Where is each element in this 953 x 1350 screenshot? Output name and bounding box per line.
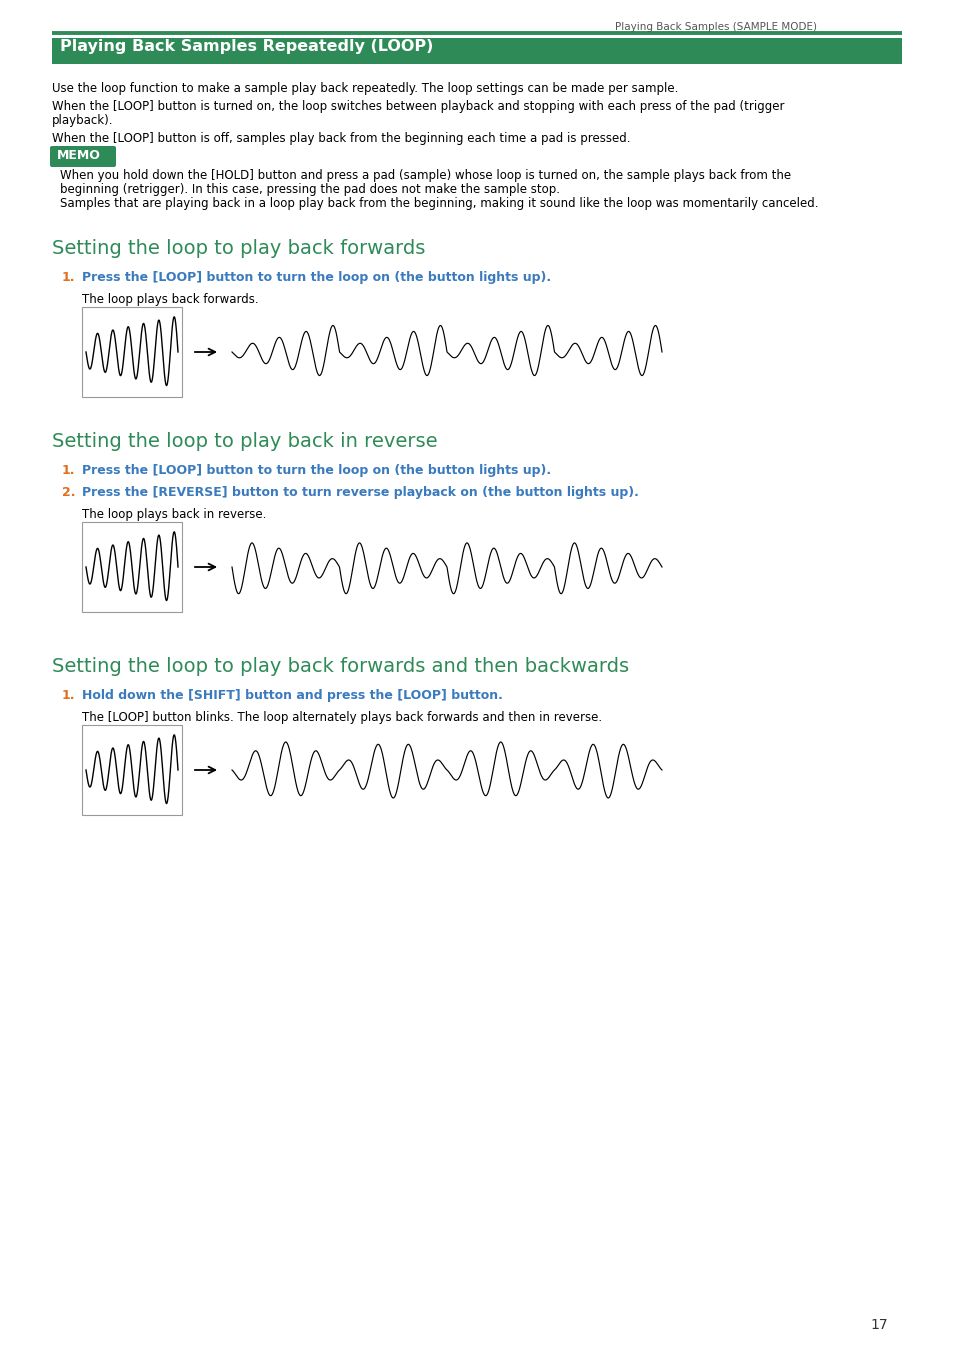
Text: When the [LOOP] button is turned on, the loop switches between playback and stop: When the [LOOP] button is turned on, the… <box>52 100 783 113</box>
Text: 1.: 1. <box>62 688 75 702</box>
Text: Setting the loop to play back forwards and then backwards: Setting the loop to play back forwards a… <box>52 657 628 676</box>
Text: 17: 17 <box>869 1318 886 1332</box>
Text: The loop plays back in reverse.: The loop plays back in reverse. <box>82 508 266 521</box>
Bar <box>82 306 182 397</box>
Text: Press the [LOOP] button to turn the loop on (the button lights up).: Press the [LOOP] button to turn the loop… <box>82 464 551 477</box>
Text: Playing Back Samples Repeatedly (LOOP): Playing Back Samples Repeatedly (LOOP) <box>60 39 433 54</box>
Text: When the [LOOP] button is off, samples play back from the beginning each time a : When the [LOOP] button is off, samples p… <box>52 132 630 144</box>
Text: 1.: 1. <box>62 271 75 284</box>
Text: The loop plays back forwards.: The loop plays back forwards. <box>82 293 258 306</box>
Text: playback).: playback). <box>52 113 113 127</box>
Text: Press the [REVERSE] button to turn reverse playback on (the button lights up).: Press the [REVERSE] button to turn rever… <box>82 486 639 500</box>
Text: When you hold down the [HOLD] button and press a pad (sample) whose loop is turn: When you hold down the [HOLD] button and… <box>60 169 790 182</box>
Text: MEMO: MEMO <box>57 148 101 162</box>
Bar <box>52 38 901 63</box>
Bar <box>82 725 182 815</box>
Text: Setting the loop to play back forwards: Setting the loop to play back forwards <box>52 239 425 258</box>
Text: 1.: 1. <box>62 464 75 477</box>
Text: The [LOOP] button blinks. The loop alternately plays back forwards and then in r: The [LOOP] button blinks. The loop alter… <box>82 711 601 724</box>
Text: Press the [LOOP] button to turn the loop on (the button lights up).: Press the [LOOP] button to turn the loop… <box>82 271 551 284</box>
Text: Samples that are playing back in a loop play back from the beginning, making it : Samples that are playing back in a loop … <box>60 197 818 211</box>
FancyBboxPatch shape <box>50 146 116 167</box>
Text: Setting the loop to play back in reverse: Setting the loop to play back in reverse <box>52 432 437 451</box>
Text: beginning (retrigger). In this case, pressing the pad does not make the sample s: beginning (retrigger). In this case, pre… <box>60 184 559 196</box>
Bar <box>82 522 182 612</box>
Text: Playing Back Samples (SAMPLE MODE): Playing Back Samples (SAMPLE MODE) <box>615 22 816 32</box>
Text: Use the loop function to make a sample play back repeatedly. The loop settings c: Use the loop function to make a sample p… <box>52 82 678 94</box>
Text: Hold down the [SHIFT] button and press the [LOOP] button.: Hold down the [SHIFT] button and press t… <box>82 688 502 702</box>
Text: 2.: 2. <box>62 486 75 500</box>
